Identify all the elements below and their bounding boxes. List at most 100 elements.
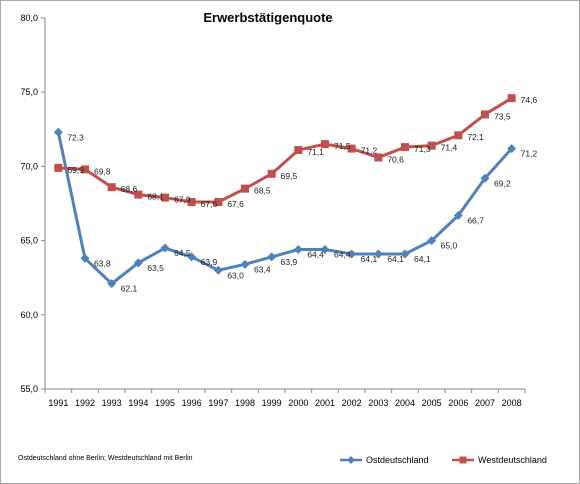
data-point-westdeutschland — [187, 198, 196, 207]
data-label-westdeutschland: 67,9 — [174, 195, 191, 205]
y-tick-label: 65,0 — [20, 236, 38, 246]
x-tick-label: 1996 — [182, 398, 202, 408]
x-tick-label: 1993 — [102, 398, 122, 408]
data-point-ostdeutschland — [427, 236, 437, 246]
data-labels: 72,3 63,8 62,1 63,5 64,5 63,9 63,0 63,4 63,9 64,4… — [67, 95, 537, 293]
x-tick-label: 1991 — [48, 398, 68, 408]
data-label-ostdeutschland: 63,0 — [227, 270, 244, 280]
data-point-ostdeutschland — [213, 265, 223, 275]
data-point-ostdeutschland — [293, 245, 303, 255]
data-point-ostdeutschland — [187, 252, 197, 262]
data-point-westdeutschland — [241, 184, 249, 193]
x-tick-label: 2003 — [368, 398, 388, 408]
data-label-westdeutschland: 73,5 — [494, 111, 511, 121]
data-label-ostdeutschland: 66,7 — [467, 215, 484, 225]
data-label-ostdeutschland: 65,0 — [441, 241, 458, 251]
x-tick-label: 2002 — [342, 398, 362, 408]
data-label-ostdeutschland: 64,1 — [387, 254, 404, 264]
data-point-ostdeutschland — [160, 243, 170, 253]
x-tick-label: 1998 — [235, 398, 255, 408]
data-point-westdeutschland — [481, 110, 489, 119]
y-axis-ticks: 55,0 60,0 65,0 70,0 75,0 80,0 — [20, 13, 45, 394]
data-label-westdeutschland: 71,4 — [441, 143, 458, 153]
data-label-ostdeutschland: 64,1 — [414, 254, 431, 264]
data-point-ostdeutschland — [347, 249, 357, 259]
x-tick-label: 1994 — [128, 398, 148, 408]
data-label-ostdeutschland: 63,5 — [147, 263, 164, 273]
data-point-ostdeutschland — [453, 210, 463, 220]
legend-label-westdeutschland: Westdeutschland — [478, 455, 547, 465]
y-tick-label: 60,0 — [20, 310, 38, 320]
data-point-westdeutschland — [81, 165, 89, 174]
data-point-westdeutschland — [134, 190, 143, 199]
legend-marker-westdeutschland — [459, 456, 467, 464]
data-point-westdeutschland — [401, 143, 409, 152]
data-point-ostdeutschland — [267, 252, 277, 262]
data-label-westdeutschland: 71,1 — [307, 147, 324, 157]
data-point-ostdeutschland — [133, 258, 143, 268]
data-point-ostdeutschland — [373, 249, 383, 259]
data-label-westdeutschland: 71,3 — [414, 144, 431, 154]
data-label-westdeutschland: 74,6 — [521, 95, 538, 105]
data-label-westdeutschland: 68,5 — [254, 186, 271, 196]
data-label-westdeutschland: 67,6 — [227, 199, 244, 209]
data-point-ostdeutschland — [320, 245, 330, 255]
data-point-westdeutschland — [374, 153, 383, 162]
series-layer — [53, 94, 517, 289]
data-label-westdeutschland: 72,1 — [467, 132, 484, 142]
x-tick-label: 2007 — [475, 398, 495, 408]
data-label-westdeutschland: 69,8 — [94, 166, 111, 176]
data-label-westdeutschland: 69,9 — [67, 165, 84, 175]
data-point-ostdeutschland — [107, 279, 117, 289]
data-label-ostdeutschland: 63,9 — [201, 257, 218, 267]
legend-label-ostdeutschland: Ostdeutschland — [366, 455, 429, 465]
data-point-westdeutschland — [321, 140, 329, 149]
legend: Ostdeutschland Westdeutschland — [340, 455, 547, 465]
data-label-ostdeutschland: 63,4 — [254, 264, 271, 274]
y-tick-label: 80,0 — [20, 13, 38, 23]
data-point-westdeutschland — [427, 141, 436, 150]
data-point-ostdeutschland — [240, 259, 250, 269]
data-label-westdeutschland: 71,5 — [334, 141, 351, 151]
data-point-westdeutschland — [267, 169, 276, 178]
data-label-westdeutschland: 67,6 — [201, 199, 218, 209]
y-tick-label: 75,0 — [20, 87, 38, 97]
data-label-ostdeutschland: 63,9 — [281, 257, 298, 267]
data-label-westdeutschland: 68,6 — [121, 184, 138, 194]
data-point-ostdeutschland — [53, 127, 63, 137]
data-label-ostdeutschland: 64,4 — [334, 250, 351, 260]
series-line-westdeutschland — [58, 96, 513, 204]
data-label-ostdeutschland: 64,4 — [307, 250, 324, 260]
data-point-ostdeutschland — [480, 173, 490, 183]
chart-title: Erwerbstätigenquote — [203, 10, 332, 25]
x-tick-label: 2001 — [315, 398, 335, 408]
data-point-westdeutschland — [294, 146, 303, 155]
data-point-ostdeutschland — [400, 249, 410, 259]
data-label-ostdeutschland: 62,1 — [121, 284, 138, 294]
data-point-westdeutschland — [161, 193, 169, 202]
footnote: Ostdeutschland ohne Berlin; Westdeutschl… — [18, 455, 193, 462]
x-tick-label: 2005 — [422, 398, 442, 408]
data-label-ostdeutschland: 64,1 — [361, 254, 378, 264]
x-tick-label: 1999 — [262, 398, 282, 408]
data-point-westdeutschland — [107, 183, 116, 192]
data-label-ostdeutschland: 64,5 — [174, 248, 191, 258]
data-point-westdeutschland — [454, 131, 463, 140]
x-tick-label: 2008 — [502, 398, 522, 408]
data-point-ostdeutschland — [80, 253, 90, 263]
y-tick-label: 55,0 — [20, 384, 38, 394]
y-tick-label: 70,0 — [20, 161, 38, 171]
x-tick-label: 2004 — [395, 398, 415, 408]
data-label-ostdeutschland: 63,8 — [94, 258, 111, 268]
x-tick-label: 1992 — [75, 398, 95, 408]
data-label-westdeutschland: 71,2 — [361, 146, 378, 156]
x-axis-ticks: 1991 1992 1993 1994 1995 1996 1997 1998 1999 2000… — [44, 389, 526, 408]
data-label-westdeutschland: 70,6 — [387, 154, 404, 164]
data-label-ostdeutschland: 69,2 — [494, 178, 511, 188]
data-label-westdeutschland: 68,1 — [147, 192, 164, 202]
data-label-ostdeutschland: 71,2 — [521, 149, 538, 159]
data-point-westdeutschland — [347, 144, 356, 153]
data-point-westdeutschland — [507, 94, 516, 103]
